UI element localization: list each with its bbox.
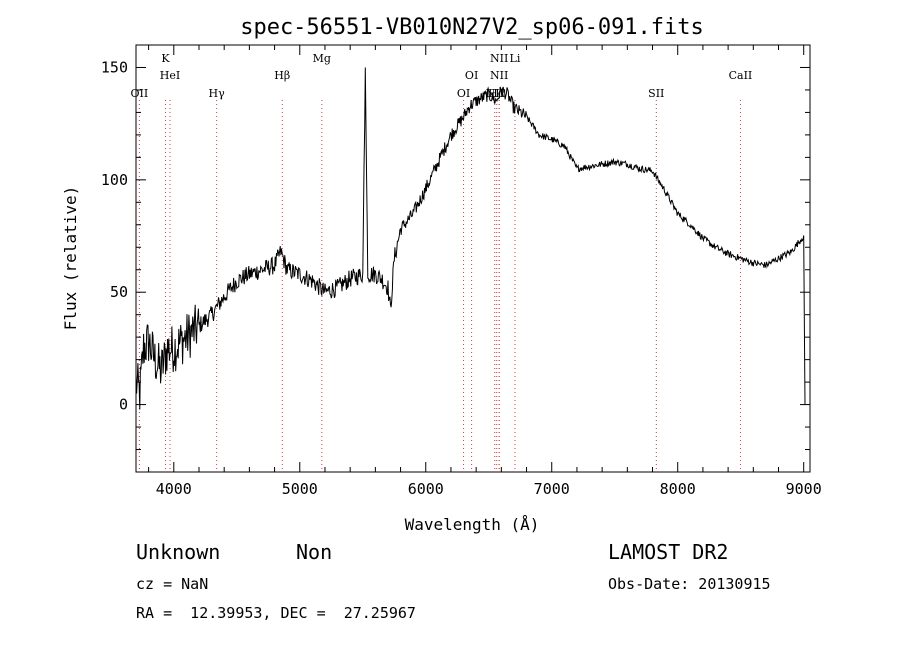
- line-marker-label: HeI: [160, 69, 180, 82]
- spectrum-line: [135, 67, 806, 410]
- line-marker-label: Hγ: [209, 87, 226, 100]
- x-tick-label: 8000: [660, 480, 696, 498]
- obs-date: Obs-Date: 20130915: [608, 575, 771, 593]
- plot-frame: [135, 44, 811, 473]
- line-marker-label: SII: [648, 87, 664, 100]
- line-marker-label: Hβ: [274, 69, 290, 82]
- line-marker-label: NII: [490, 69, 508, 82]
- object-subclass: Non: [296, 540, 333, 564]
- x-tick-label: 5000: [282, 480, 318, 498]
- x-tick-label: 4000: [156, 480, 192, 498]
- line-marker-label: OI: [457, 87, 470, 100]
- axis-ticks: 4000 5000 6000 7000 8000 9000 0 50 100 150: [101, 44, 822, 498]
- y-axis-label: Flux (relative): [61, 186, 80, 331]
- x-tick-label: 6000: [408, 480, 444, 498]
- x-tick-label: 7000: [534, 480, 570, 498]
- line-marker-label: Mg: [313, 52, 331, 65]
- y-tick-label: 100: [101, 171, 128, 189]
- object-class: Unknown: [136, 540, 221, 564]
- line-marker-label: NII: [490, 52, 508, 65]
- survey-name: LAMOST DR2: [608, 540, 729, 564]
- y-tick-label: 150: [101, 58, 128, 76]
- line-marker-label: Li: [510, 52, 521, 65]
- redshift-cz: cz = NaN: [136, 575, 209, 593]
- x-tick-label: 9000: [786, 480, 822, 498]
- line-marker-label: OII: [131, 87, 149, 100]
- line-marker-label: CaII: [729, 69, 753, 82]
- ra-dec: RA = 12.39953, DEC = 27.25967: [136, 604, 416, 622]
- y-tick-label: 50: [110, 283, 128, 301]
- line-marker-label: K: [161, 52, 170, 65]
- y-tick-label: 0: [119, 396, 128, 414]
- x-axis-label: Wavelength (Å): [405, 515, 540, 534]
- line-marker-label: OI: [465, 69, 478, 82]
- chart-title: spec-56551-VB010N27V2_sp06-091.fits: [240, 15, 704, 40]
